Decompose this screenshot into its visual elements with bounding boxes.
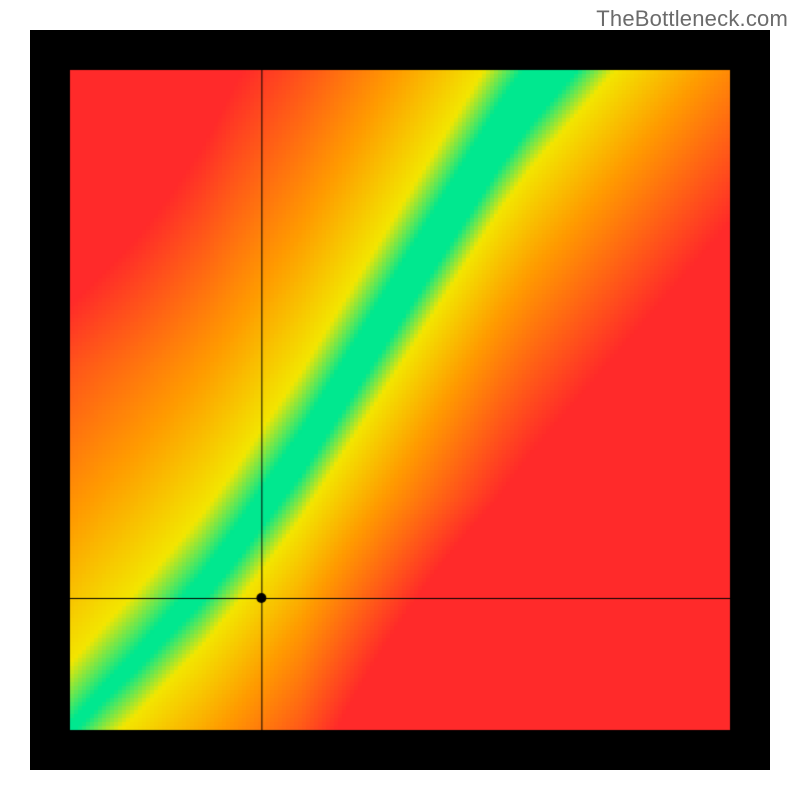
watermark-text: TheBottleneck.com [596, 6, 788, 32]
bottleneck-heatmap [30, 30, 770, 770]
